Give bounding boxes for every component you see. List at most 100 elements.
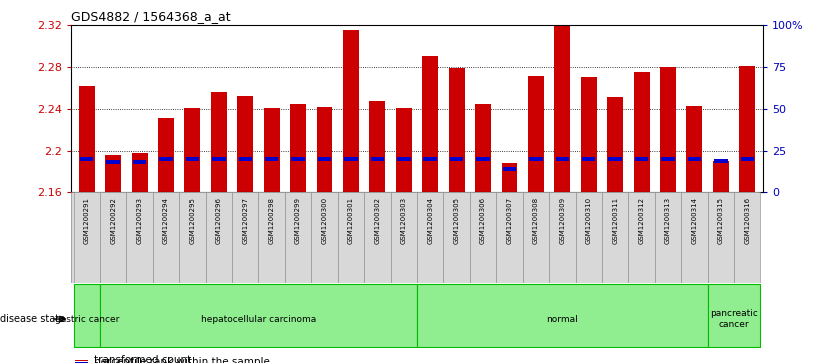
Bar	[100, 192, 127, 283]
Text: GSM1200310: GSM1200310	[585, 197, 592, 244]
Bar	[206, 192, 232, 283]
Text: disease state: disease state	[0, 314, 65, 324]
Text: gastric cancer: gastric cancer	[54, 315, 119, 323]
Bar	[290, 104, 306, 192]
Bar	[179, 192, 206, 283]
Bar	[575, 192, 602, 283]
FancyBboxPatch shape	[73, 285, 100, 347]
Bar	[741, 157, 754, 161]
Bar	[734, 192, 761, 283]
Text: GSM1200308: GSM1200308	[533, 197, 539, 244]
Text: pancreatic
cancer: pancreatic cancer	[710, 309, 758, 329]
FancyBboxPatch shape	[417, 285, 707, 347]
Bar	[75, 360, 88, 361]
Text: GSM1200301: GSM1200301	[348, 197, 354, 244]
Text: percentile rank within the sample: percentile rank within the sample	[93, 357, 269, 363]
Bar	[714, 159, 727, 163]
Bar	[555, 157, 569, 161]
Text: transformed count: transformed count	[93, 355, 191, 363]
Bar	[291, 157, 305, 161]
Bar	[681, 192, 707, 283]
Text: GSM1200293: GSM1200293	[137, 197, 143, 244]
Bar	[450, 157, 464, 161]
Bar	[397, 157, 410, 161]
Text: GSM1200313: GSM1200313	[665, 197, 671, 244]
Bar	[580, 77, 596, 192]
FancyBboxPatch shape	[707, 285, 761, 347]
Bar	[364, 192, 390, 283]
Text: GSM1200298: GSM1200298	[269, 197, 274, 244]
Bar	[370, 157, 384, 161]
Text: GSM1200306: GSM1200306	[480, 197, 486, 244]
Text: GSM1200304: GSM1200304	[427, 197, 433, 244]
Text: GSM1200316: GSM1200316	[744, 197, 751, 244]
Bar	[239, 157, 252, 161]
Text: GSM1200312: GSM1200312	[639, 197, 645, 244]
Bar	[739, 66, 755, 192]
Bar	[75, 362, 88, 363]
Text: GSM1200300: GSM1200300	[322, 197, 328, 244]
Bar	[318, 157, 331, 161]
Bar	[582, 157, 595, 161]
Text: GSM1200311: GSM1200311	[612, 197, 618, 244]
Bar	[186, 157, 199, 161]
Bar	[105, 155, 121, 192]
Bar	[707, 192, 734, 283]
Bar	[602, 192, 628, 283]
Bar	[628, 192, 655, 283]
Text: GSM1200307: GSM1200307	[506, 197, 512, 244]
Text: GDS4882 / 1564368_a_at: GDS4882 / 1564368_a_at	[71, 10, 230, 23]
Text: hepatocellular carcinoma: hepatocellular carcinoma	[201, 315, 316, 323]
Bar	[73, 192, 100, 283]
Bar	[661, 157, 675, 161]
FancyBboxPatch shape	[100, 285, 417, 347]
Bar	[212, 157, 225, 161]
Bar	[311, 192, 338, 283]
Text: GSM1200305: GSM1200305	[454, 197, 460, 244]
Bar	[635, 157, 648, 161]
Bar	[158, 118, 174, 192]
Text: GSM1200294: GSM1200294	[163, 197, 169, 244]
Bar	[609, 157, 622, 161]
Bar	[523, 192, 549, 283]
Bar	[688, 157, 701, 161]
Text: GSM1200299: GSM1200299	[295, 197, 301, 244]
Bar	[265, 157, 279, 161]
Bar	[264, 108, 279, 192]
Bar	[607, 97, 623, 192]
Bar	[422, 56, 438, 192]
Bar	[369, 101, 385, 192]
Bar	[343, 29, 359, 192]
Bar	[660, 67, 676, 192]
Bar	[184, 108, 200, 192]
Bar	[127, 192, 153, 283]
Bar	[153, 192, 179, 283]
Bar	[390, 192, 417, 283]
Bar	[655, 192, 681, 283]
Bar	[503, 167, 516, 171]
Bar	[80, 157, 93, 161]
Bar	[232, 192, 259, 283]
Bar	[211, 92, 227, 192]
Text: GSM1200302: GSM1200302	[374, 197, 380, 244]
Bar	[159, 157, 173, 161]
Bar	[686, 106, 702, 192]
Bar	[285, 192, 311, 283]
Bar	[496, 192, 523, 283]
Bar	[424, 157, 437, 161]
Bar	[417, 192, 444, 283]
Bar	[79, 86, 95, 192]
Text: GSM1200315: GSM1200315	[718, 197, 724, 244]
Bar	[555, 23, 570, 192]
Bar	[133, 160, 146, 164]
Text: GSM1200309: GSM1200309	[560, 197, 565, 244]
Bar	[528, 76, 544, 192]
Bar	[317, 107, 333, 192]
Bar	[476, 157, 490, 161]
Bar	[259, 192, 285, 283]
Text: GSM1200291: GSM1200291	[83, 197, 90, 244]
Bar	[475, 104, 491, 192]
Bar	[444, 192, 470, 283]
Text: GSM1200303: GSM1200303	[401, 197, 407, 244]
Bar	[549, 192, 575, 283]
